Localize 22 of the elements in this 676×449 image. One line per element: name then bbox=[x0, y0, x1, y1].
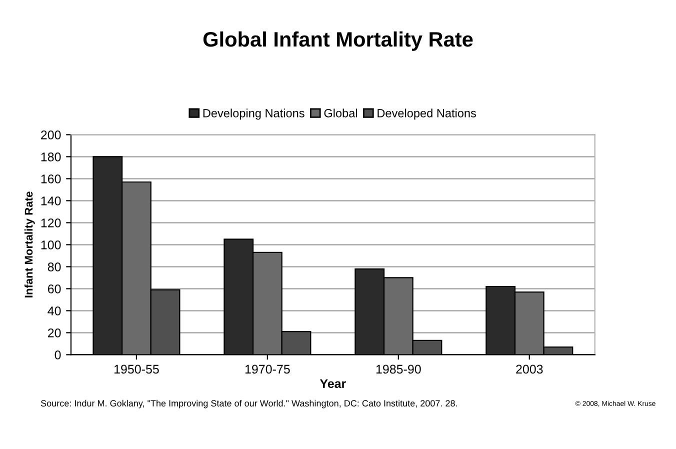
source-note: Source: Indur M. Goklany, "The Improving State of our World." Washington, DC: Cato Institute, 2007. 28. bbox=[40, 400, 457, 408]
y-tick-label: 0 bbox=[54, 350, 61, 360]
y-tick-label: 160 bbox=[41, 174, 61, 184]
y-tick-label: 180 bbox=[41, 152, 61, 162]
y-tick-label: 140 bbox=[41, 196, 61, 206]
y-tick-label: 120 bbox=[41, 218, 61, 228]
y-tick-label: 60 bbox=[48, 284, 61, 294]
y-tick-label: 20 bbox=[48, 328, 61, 338]
x-tick-label: 1985-90 bbox=[376, 364, 421, 374]
legend-label: Developing Nations bbox=[203, 108, 304, 120]
chart-title: Global Infant Mortality Rate bbox=[203, 31, 473, 51]
x-tick-label: 1950-55 bbox=[114, 364, 159, 374]
legend-label: Developed Nations bbox=[378, 108, 476, 120]
legend-label: Global bbox=[324, 108, 358, 118]
x-tick-label: 2003 bbox=[516, 364, 543, 374]
x-axis-title: Year bbox=[320, 379, 346, 388]
y-tick-label: 200 bbox=[41, 130, 61, 140]
x-tick-label: 1970-75 bbox=[245, 364, 290, 374]
y-tick-label: 80 bbox=[48, 262, 61, 272]
y-axis-title: Infant Mortality Rate bbox=[24, 192, 35, 298]
y-tick-label: 100 bbox=[41, 240, 61, 250]
y-tick-label: 40 bbox=[48, 306, 61, 316]
